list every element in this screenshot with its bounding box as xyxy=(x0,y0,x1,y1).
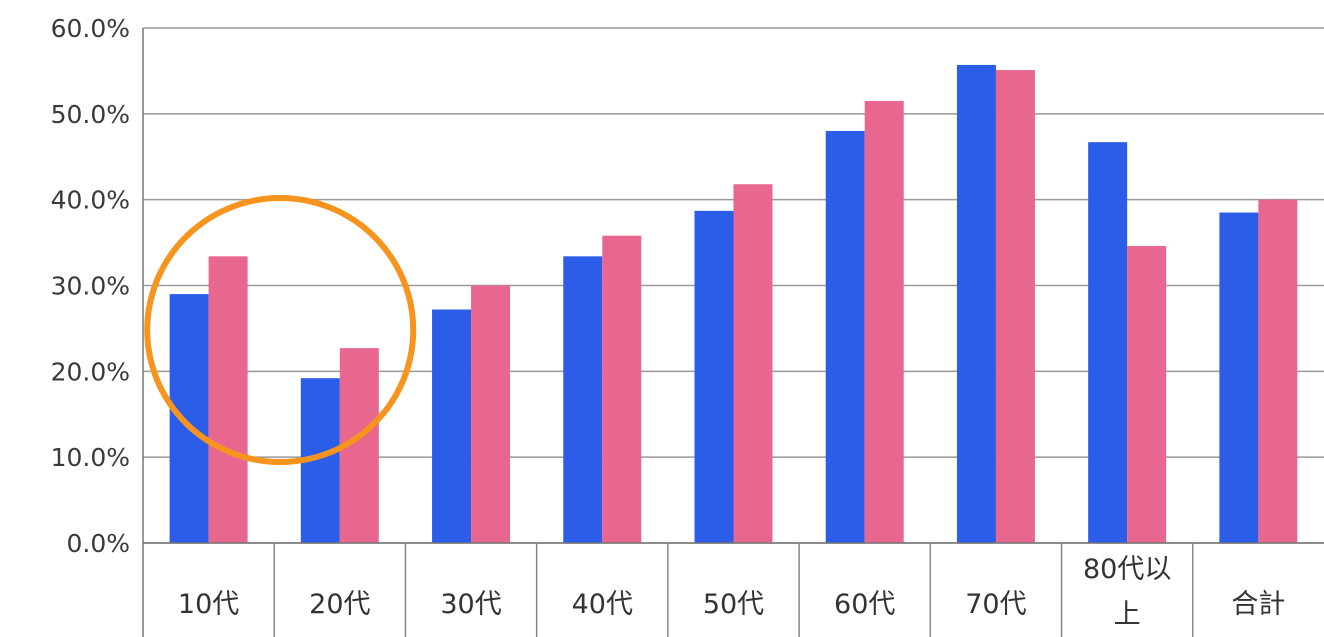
bar-series1-7 xyxy=(1088,142,1128,544)
bars xyxy=(169,64,1298,544)
bar-series2-6 xyxy=(995,70,1035,543)
x-category-label: 10代 xyxy=(178,589,239,620)
bar-series1-6 xyxy=(956,64,996,544)
y-tick-label: 30.0% xyxy=(51,272,130,301)
bar-series1-8 xyxy=(1219,212,1259,543)
bar-series2-5 xyxy=(864,100,904,543)
x-category-label: 40代 xyxy=(572,589,633,620)
x-category-label: 60代 xyxy=(834,589,895,620)
bar-series1-4 xyxy=(694,210,734,543)
x-category-label: 20代 xyxy=(309,589,370,620)
bar-series1-0 xyxy=(169,294,209,543)
bar-series2-2 xyxy=(471,285,511,543)
x-category-label: 50代 xyxy=(703,589,764,620)
annotations xyxy=(144,195,417,465)
y-tick-label: 60.0% xyxy=(51,14,130,43)
y-tick-label: 50.0% xyxy=(51,100,130,129)
bar-series1-5 xyxy=(825,131,865,543)
bar-series1-2 xyxy=(432,309,472,543)
x-category-label: 70代 xyxy=(965,589,1026,620)
x-category-label: 80代以上 xyxy=(1083,554,1171,630)
x-category-label: 合計 xyxy=(1231,589,1285,620)
bar-series2-3 xyxy=(602,235,642,543)
x-category-label: 30代 xyxy=(440,589,501,620)
y-tick-label: 40.0% xyxy=(51,186,130,215)
bar-series2-4 xyxy=(733,184,773,543)
bar-series2-0 xyxy=(208,256,248,543)
y-tick-label: 0.0% xyxy=(66,529,130,558)
axes xyxy=(142,28,1324,637)
bar-series2-7 xyxy=(1127,246,1167,543)
labels: 0.0% 10.0% 20.0% 30.0% 40.0% 50.0% 60.0% 10代 20代… xyxy=(51,14,1286,630)
y-tick-label: 20.0% xyxy=(51,357,130,386)
highlight-circle xyxy=(144,195,417,465)
bar-series1-3 xyxy=(563,256,603,543)
bar-series2-8 xyxy=(1258,199,1298,543)
y-tick-label: 10.0% xyxy=(51,443,130,472)
